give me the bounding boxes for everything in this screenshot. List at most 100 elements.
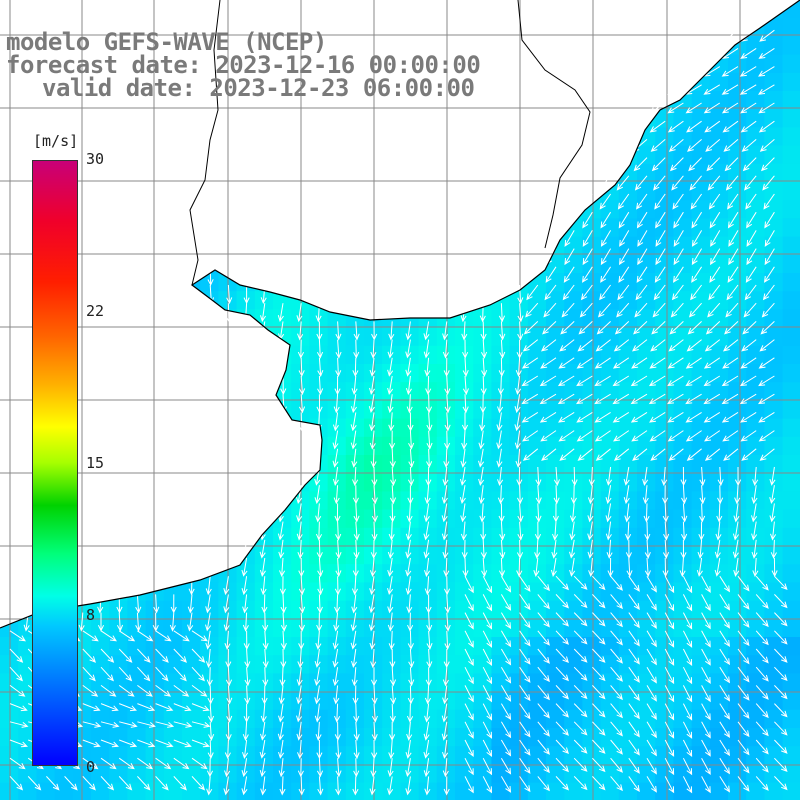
- wind-arrow: [316, 339, 324, 359]
- speed-cell: [691, 309, 711, 329]
- wind-arrow: [461, 430, 468, 450]
- speed-cell: [546, 764, 565, 784]
- speed-cell: [728, 72, 747, 92]
- speed-cell: [327, 382, 347, 401]
- wind-arrow: [298, 576, 305, 596]
- wind-arrows: [9, 11, 788, 796]
- wind-arrow: [405, 576, 412, 596]
- wind-arrow: [769, 466, 776, 486]
- wind-arrow: [406, 594, 413, 614]
- wind-arrow: [672, 193, 684, 210]
- wind-arrow: [727, 266, 739, 283]
- speed-cell: [764, 218, 784, 238]
- speed-cell: [473, 764, 492, 784]
- wind-arrow: [600, 230, 612, 247]
- wind-arrow: [116, 612, 124, 632]
- wind-arrow: [737, 612, 750, 628]
- wind-arrow: [646, 721, 657, 739]
- wind-arrow: [721, 411, 739, 423]
- speed-cell: [509, 418, 529, 438]
- speed-cell: [782, 91, 800, 110]
- speed-cell: [582, 364, 602, 383]
- wind-arrow: [9, 630, 26, 642]
- speed-cell: [564, 655, 583, 674]
- speed-cell: [782, 273, 800, 292]
- wind-arrow: [673, 248, 684, 266]
- wind-arrow: [522, 430, 539, 442]
- wind-arrow: [425, 466, 432, 487]
- wind-arrow: [774, 666, 788, 682]
- speed-cell: [546, 527, 565, 547]
- wind-arrow: [155, 666, 169, 682]
- wind-arrow: [610, 630, 623, 646]
- wind-arrow: [100, 648, 115, 663]
- speed-cell: [109, 637, 128, 656]
- wind-arrow: [553, 485, 560, 505]
- speed-cell: [782, 218, 800, 238]
- speed-cell: [637, 582, 656, 602]
- wind-arrow: [519, 721, 531, 738]
- speed-cell: [91, 655, 110, 674]
- speed-cell: [382, 327, 401, 347]
- wind-arrow: [423, 339, 430, 359]
- wind-arrow: [632, 339, 648, 352]
- wind-arrow: [630, 411, 648, 423]
- wind-arrow: [667, 102, 684, 114]
- wind-arrow: [482, 612, 493, 630]
- speed-cell: [673, 236, 693, 256]
- speed-cell: [364, 673, 383, 693]
- wind-arrow: [653, 284, 666, 301]
- wind-arrow: [728, 248, 739, 266]
- wind-arrow: [594, 430, 611, 442]
- wind-arrow: [517, 303, 524, 323]
- wind-arrow: [631, 430, 648, 442]
- speed-cell: [691, 618, 711, 638]
- speed-cell: [691, 746, 711, 765]
- wind-arrow: [424, 776, 431, 796]
- wind-arrow: [664, 703, 675, 721]
- wind-arrow: [517, 521, 524, 541]
- speed-cell: [546, 582, 565, 602]
- speed-cell: [509, 673, 529, 693]
- wind-arrow: [690, 284, 702, 301]
- wind-arrow: [335, 539, 342, 559]
- wind-arrow: [9, 721, 29, 728]
- wind-arrow: [9, 666, 23, 682]
- speed-cell: [782, 145, 800, 165]
- wind-arrow: [769, 503, 776, 523]
- wind-arrow: [225, 667, 233, 687]
- wind-arrow: [521, 357, 539, 369]
- speed-cell: [564, 546, 583, 565]
- wind-arrow: [389, 721, 396, 741]
- speed-cell: [655, 400, 674, 420]
- wind-arrow: [581, 266, 593, 283]
- wind-arrow: [610, 776, 623, 792]
- speed-cell: [782, 691, 800, 711]
- wind-arrow: [758, 47, 775, 59]
- speed-cell: [764, 345, 784, 365]
- wind-arrow: [296, 521, 303, 541]
- wind-arrow: [654, 193, 666, 210]
- speed-cell: [273, 527, 292, 547]
- speed-cell: [600, 382, 620, 401]
- wind-arrow: [205, 576, 212, 596]
- wind-arrow: [722, 357, 739, 369]
- wind-arrow: [496, 430, 503, 450]
- wind-arrow: [755, 776, 769, 791]
- wind-arrow: [259, 739, 266, 759]
- wind-arrow: [208, 721, 215, 741]
- speed-cell: [36, 764, 56, 784]
- wind-arrow: [9, 757, 26, 770]
- wind-arrow: [155, 776, 169, 791]
- speed-cell: [709, 218, 729, 238]
- wind-arrow: [444, 594, 451, 614]
- speed-cell: [764, 455, 784, 474]
- speed-cell: [746, 709, 765, 729]
- speed-cell: [182, 637, 201, 656]
- speed-cell: [637, 163, 656, 183]
- speed-cell: [564, 345, 583, 365]
- speed-cell: [436, 709, 456, 729]
- speed-cell: [746, 91, 765, 110]
- wind-arrow: [444, 412, 451, 432]
